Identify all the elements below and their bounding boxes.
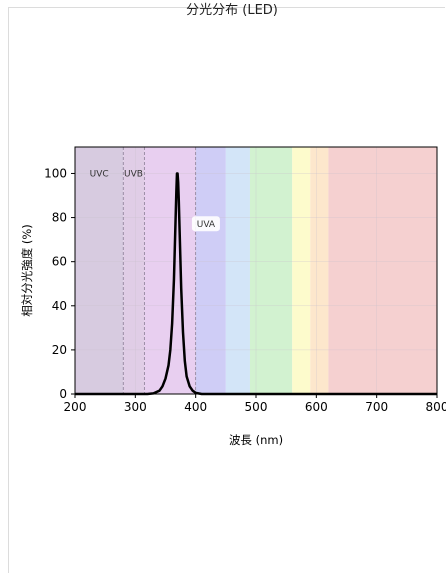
chart-window-title: 分光分布 (LED) [186,3,278,18]
x-tick-label: 400 [184,400,207,414]
region-label: UVB [124,169,143,179]
x-tick-label: 600 [305,400,328,414]
spectrum-band [328,147,437,394]
y-tick-label: 0 [59,387,67,401]
x-tick-label: 300 [124,400,147,414]
y-tick-label: 100 [44,166,67,180]
region-label: UVA [197,220,216,230]
x-tick-label: 700 [365,400,388,414]
y-tick-label: 60 [52,255,67,269]
y-tick-label: 20 [52,343,67,357]
chart-frame: 分光分布 (LED) [8,3,445,573]
spectrum-line [75,172,437,396]
spectrum-band [75,147,124,394]
y-axis-title: 相対分光強度 (%) [20,224,34,317]
region-label: UVC [90,169,109,179]
spectrum-band [123,147,145,394]
x-axis-title: 波長 (nm) [229,433,283,447]
x-tick-label: 500 [245,400,268,414]
spectrum-band [310,147,329,394]
x-tick-label: 800 [426,400,446,414]
y-tick-label: 80 [52,211,67,225]
uva-label-box [191,216,220,232]
spectrum-band [195,147,226,394]
x-tick-label: 200 [64,400,87,414]
spectrum-band [292,147,311,394]
spectrum-band [249,147,293,394]
spectrum-band [225,147,250,394]
y-tick-label: 40 [52,299,67,313]
